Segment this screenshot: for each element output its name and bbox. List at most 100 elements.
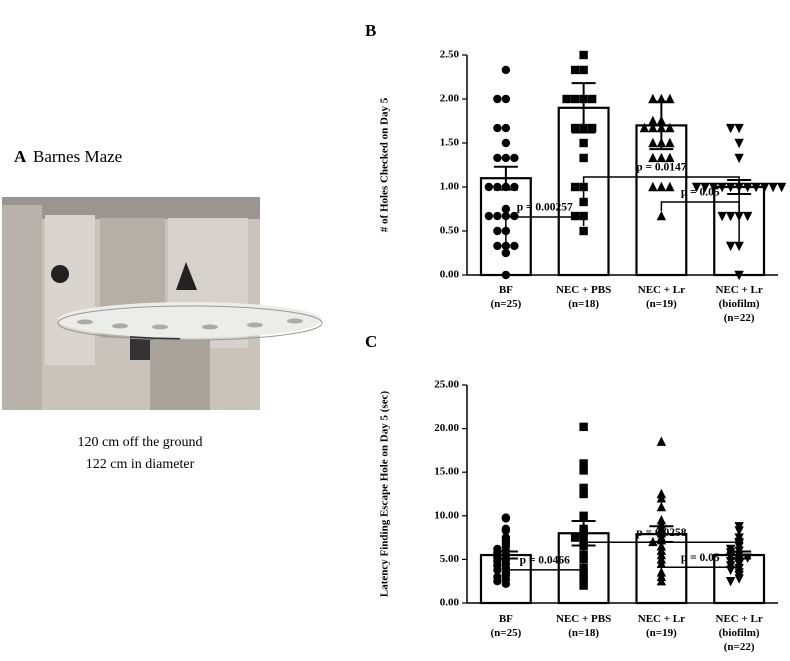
y-tick-label: 2.50 bbox=[440, 49, 460, 61]
significance-bracket bbox=[505, 216, 585, 242]
data-point bbox=[484, 211, 494, 221]
data-point bbox=[665, 137, 675, 148]
p-value-label: p = 0.05 bbox=[681, 187, 720, 199]
data-point bbox=[768, 182, 778, 193]
data-point bbox=[501, 241, 511, 251]
data-point bbox=[734, 138, 744, 149]
data-point bbox=[579, 65, 588, 75]
data-point bbox=[751, 182, 761, 193]
data-point bbox=[742, 182, 753, 193]
error-bar bbox=[571, 82, 596, 134]
sample-size: (n=22) bbox=[723, 312, 755, 324]
significance-bracket bbox=[582, 176, 740, 218]
data-point bbox=[510, 153, 519, 163]
data-point bbox=[665, 122, 675, 133]
error-bar bbox=[649, 100, 674, 151]
data-point bbox=[759, 182, 770, 193]
data-point bbox=[493, 153, 502, 163]
data-point bbox=[648, 137, 658, 148]
y-tick-label: 0.00 bbox=[440, 269, 460, 281]
data-point bbox=[501, 94, 511, 104]
data-point bbox=[570, 123, 580, 133]
data-point bbox=[648, 181, 658, 192]
data-point bbox=[691, 182, 702, 193]
data-point bbox=[648, 115, 658, 126]
data-point bbox=[776, 182, 787, 193]
data-point bbox=[501, 153, 511, 163]
data-point bbox=[501, 65, 511, 75]
data-point bbox=[700, 182, 710, 193]
data-point bbox=[648, 122, 658, 133]
data-point bbox=[579, 466, 588, 475]
data-point bbox=[493, 123, 502, 133]
sample-size: (n=19) bbox=[646, 298, 677, 310]
error-bar bbox=[493, 550, 518, 560]
sample-size: (n=22) bbox=[723, 641, 755, 653]
data-point bbox=[579, 211, 588, 221]
data-point bbox=[734, 574, 744, 584]
data-point bbox=[656, 501, 667, 512]
sample-size: (n=25) bbox=[490, 627, 522, 639]
data-point bbox=[665, 152, 675, 163]
x-tick-label: NEC + Lr bbox=[637, 284, 685, 296]
x-tick-label: BF bbox=[498, 613, 513, 625]
data-point bbox=[570, 182, 580, 192]
data-point bbox=[656, 558, 667, 568]
y-tick-label: 15.00 bbox=[434, 466, 459, 478]
y-axis-label: Latency Finding Escape Hole on Day 5 (se… bbox=[379, 391, 391, 598]
data-point bbox=[665, 181, 675, 192]
x-tick-label: NEC + PBS bbox=[556, 613, 612, 625]
significance-bracket bbox=[505, 569, 585, 581]
data-point bbox=[725, 241, 736, 252]
p-value-label: p = 0.00257 bbox=[517, 202, 573, 214]
data-point bbox=[587, 123, 597, 133]
data-point bbox=[734, 241, 744, 252]
data-point bbox=[725, 182, 736, 193]
data-point bbox=[717, 211, 727, 222]
data-point bbox=[501, 211, 511, 221]
sample-size: (n=18) bbox=[568, 298, 599, 310]
panel-letter: C bbox=[365, 332, 377, 351]
y-tick-label: 25.00 bbox=[434, 379, 459, 391]
data-point bbox=[579, 483, 588, 493]
y-tick-label: 5.00 bbox=[440, 553, 460, 565]
data-point bbox=[501, 526, 511, 535]
error-bar bbox=[493, 165, 518, 191]
data-point bbox=[734, 153, 744, 164]
data-point bbox=[579, 563, 588, 573]
data-point bbox=[510, 211, 519, 221]
data-point bbox=[579, 511, 588, 520]
data-point bbox=[725, 577, 736, 587]
data-point bbox=[570, 533, 580, 542]
panel-letter: B bbox=[365, 21, 376, 40]
caption: 120 cm off the ground bbox=[78, 435, 203, 450]
p-value-label: p = 0.0466 bbox=[520, 554, 571, 566]
p-value-label: p = 0.0258 bbox=[636, 527, 687, 539]
x-tick-label: BF bbox=[498, 284, 513, 296]
data-point bbox=[734, 123, 744, 134]
data-point bbox=[725, 123, 736, 134]
x-tick-label: NEC + PBS bbox=[556, 284, 612, 296]
data-point bbox=[501, 514, 511, 523]
data-point bbox=[717, 182, 727, 193]
data-point bbox=[501, 123, 511, 133]
maze-photo bbox=[2, 197, 323, 410]
data-point bbox=[493, 565, 502, 575]
data-point bbox=[493, 241, 502, 251]
bar bbox=[635, 124, 688, 277]
sample-size: (n=19) bbox=[646, 627, 677, 639]
p-value-label: p = 0.0147 bbox=[636, 162, 687, 174]
y-tick-label: 2.00 bbox=[440, 93, 460, 105]
sample-size: (n=25) bbox=[490, 298, 522, 310]
point-group bbox=[691, 123, 787, 281]
significance-bracket bbox=[660, 201, 740, 243]
data-point bbox=[656, 152, 667, 163]
data-point bbox=[656, 493, 667, 503]
data-point bbox=[742, 211, 753, 222]
data-point bbox=[510, 241, 519, 251]
p-value-label: p = 0.05 bbox=[681, 552, 720, 564]
data-point bbox=[562, 94, 571, 104]
data-point bbox=[656, 181, 667, 192]
